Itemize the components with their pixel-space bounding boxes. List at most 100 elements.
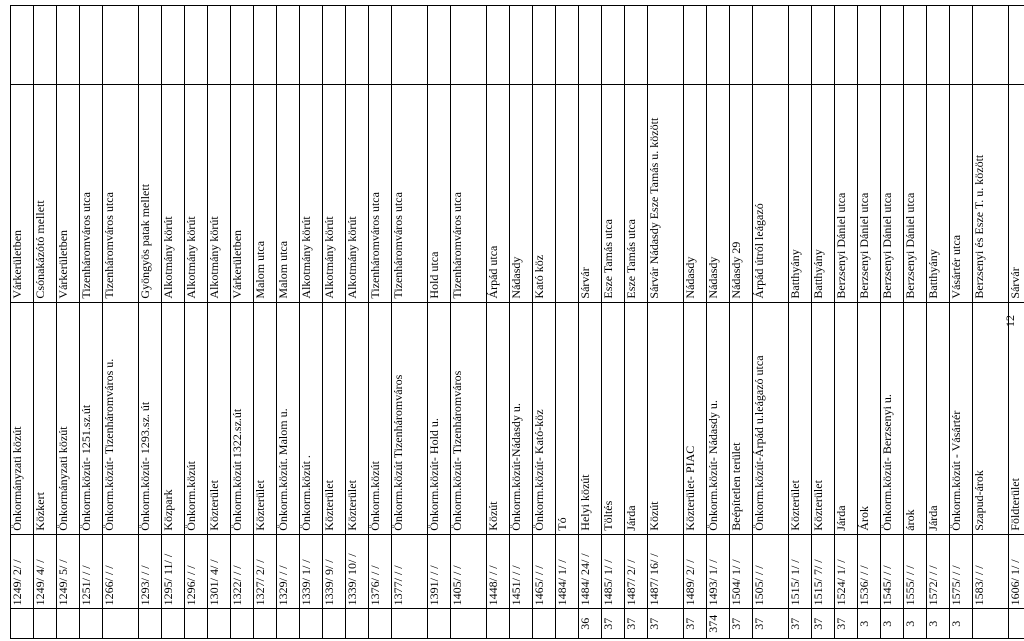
row-index-cell [33,608,57,639]
table-row: 1327/ 2/ / Közterület Malom utca [253,5,277,639]
parcel-number-cell: 1575/ / / [949,534,973,609]
location-cell: Alkotmány körút [299,84,323,303]
location-cell: Alkotmány körút [161,84,185,303]
parcel-number-cell: 1606/ 1/ / [1008,534,1024,609]
parcel-number-cell: 1487/ 2/ / [624,534,648,609]
designation-cell: Közterület [207,302,231,535]
table-row: 37 1505/ / / Önkorm.közút-Árpád u.leágazó … [752,5,789,639]
designation-cell: Önkorm.közút. Malom u. [276,302,300,535]
parcel-number-cell: 1545/ / / [880,534,904,609]
parcel-number-cell: 1327/ 2/ / [253,534,277,609]
table-row: 1377/ / / Önkorm.közút Tizenháromváros Tiz… [391,5,428,639]
table-row: 3 1555/ / / árok Berzsenyi Dániel utca [903,5,927,639]
parcel-number-cell: 1555/ / / [903,534,927,609]
row-index-cell [486,608,510,639]
location-cell: Alkotmány körút [345,84,369,303]
designation-cell: Önkorm.közút- Nádasdy u. [706,302,730,535]
row-index-cell [427,608,451,639]
property-table-body: 1249/ 2/ / Önkormányzati közút Várkerületb… [10,5,1024,639]
parcel-number-cell: 1251/ / / [79,534,103,609]
row-index-cell [56,608,80,639]
parcel-number-cell: 1377/ / / [391,534,428,609]
row-index-cell [138,608,162,639]
row-index-cell: 37 [729,608,753,639]
extra-cell [345,5,369,85]
row-index-cell [509,608,533,639]
designation-cell: Önkorm.közút- Berzsenyi u. [880,302,904,535]
designation-cell: Beépítetlen terület [729,302,753,535]
designation-cell: Önkorm.közút-Árpád u.leágazó utca [752,302,789,535]
designation-cell: Földterület [1008,302,1024,535]
table-row: 37 1515/ 1/ / Közterület Batthyány [788,5,812,639]
designation-cell: árok [903,302,927,535]
designation-cell: Közpark [161,302,185,535]
designation-cell: Önkorm.közút [184,302,208,535]
table-row: 1301/ 4/ / Közterület Alkotmány körút [207,5,231,639]
row-index-cell [972,608,1009,639]
extra-cell [102,5,139,85]
location-cell: Malom utca [276,84,300,303]
location-cell: Nádasdy [509,84,533,303]
designation-cell: Önkorm.közút- Kató-köz [532,302,556,535]
row-index-cell [322,608,346,639]
parcel-number-cell: 1485/ 1/ / [601,534,625,609]
table-row: 37 1489/ 2/ / Közterület- PIAC Nádasdy [683,5,707,639]
location-cell: Tizenháromváros utca [102,84,139,303]
parcel-number-cell: 1487/ 16/ / [647,534,684,609]
row-index-cell [555,608,579,639]
extra-cell [834,5,858,85]
location-cell: Alkotmány körút [184,84,208,303]
table-row: 1329/ / / Önkorm.közút. Malom u. Malom utc… [276,5,300,639]
row-index-cell [184,608,208,639]
parcel-number-cell: 1536/ / / [857,534,881,609]
page-number: 12 [1003,315,1017,327]
designation-cell: Szapud-árok [972,302,1009,535]
designation-cell: Önkorm.közút- Tizenháromváros u. [102,302,139,535]
row-index-cell: 37 [647,608,684,639]
extra-cell [1008,5,1024,85]
location-cell: Vásártér utca [949,84,973,303]
parcel-number-cell: 1505/ / / [752,534,789,609]
table-row: 1339/ 10/ / Közterület Alkotmány körút [345,5,369,639]
location-cell: Tizenháromváros utca [391,84,428,303]
table-row: 1295/ 11/ / Közpark Alkotmány körút [161,5,185,639]
designation-cell: Önkorm.közút Tizenháromváros [391,302,428,535]
extra-cell [811,5,835,85]
extra-cell [972,5,1009,85]
parcel-number-cell: 1451/ / / [509,534,533,609]
parcel-number-cell: 1515/ 7/ / [811,534,835,609]
parcel-number-cell: 1339/ 1/ / [299,534,323,609]
extra-cell [729,5,753,85]
parcel-number-cell: 1524/ 1/ / [834,534,858,609]
designation-cell: Közkert [33,302,57,535]
location-cell: Nádasdy [683,84,707,303]
extra-cell [486,5,510,85]
location-cell: Sárvár [578,84,602,303]
row-index-cell [161,608,185,639]
location-cell: Batthyány [811,84,835,303]
table-row: 36 1484/ 24/ / Helyi közút Sárvár [578,5,602,639]
parcel-number-cell: 1329/ / / [276,534,300,609]
table-row: 1448/ / / Közút Árpád utca [486,5,510,639]
extra-cell [450,5,487,85]
table-row: 1293/ / / Önkorm.közút- 1293.sz. út Gyöngy… [138,5,162,639]
extra-cell [532,5,556,85]
designation-cell: Közterület [811,302,835,535]
row-index-cell [102,608,139,639]
extra-cell [857,5,881,85]
extra-cell [624,5,648,85]
location-cell: Berzsenyi Dániel utca [880,84,904,303]
table-row: 1249/ 5/ / Önkormányzati közút Várkerületb… [56,5,80,639]
location-cell: Gyöngyös patak mellett [138,84,162,303]
parcel-number-cell: 1322/ / / [230,534,254,609]
designation-cell: Árok [857,302,881,535]
table-row: 3 1545/ / / Önkorm.közút- Berzsenyi u. Berz… [880,5,904,639]
parcel-number-cell: 1293/ / / [138,534,162,609]
designation-cell: Közút [647,302,684,535]
parcel-number-cell: 1484/ 1/ / [555,534,579,609]
parcel-number-cell: 1504/ 1/ / [729,534,753,609]
parcel-number-cell: 1391/ / / [427,534,451,609]
table-row: 1266/ / / Önkorm.közút- Tizenháromváros u… [102,5,139,639]
row-index-cell: 37 [834,608,858,639]
